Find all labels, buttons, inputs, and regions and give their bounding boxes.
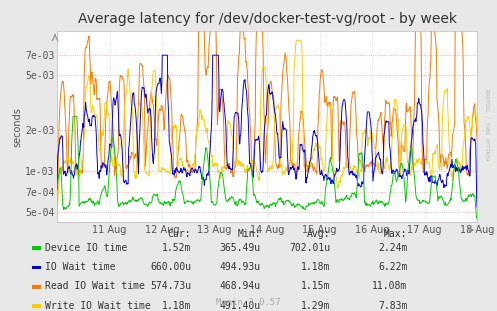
Text: 7.83m: 7.83m	[378, 301, 408, 311]
Text: Avg:: Avg:	[307, 229, 331, 239]
Text: Read IO Wait time: Read IO Wait time	[45, 281, 145, 291]
Text: 494.93u: 494.93u	[220, 262, 261, 272]
Text: 1.52m: 1.52m	[162, 243, 191, 253]
Text: 660.00u: 660.00u	[150, 262, 191, 272]
Text: Device IO time: Device IO time	[45, 243, 127, 253]
Text: 468.94u: 468.94u	[220, 281, 261, 291]
Text: 11.08m: 11.08m	[372, 281, 408, 291]
Text: Write IO Wait time: Write IO Wait time	[45, 301, 151, 311]
Text: 6.22m: 6.22m	[378, 262, 408, 272]
Title: Average latency for /dev/docker-test-vg/root - by week: Average latency for /dev/docker-test-vg/…	[78, 12, 457, 26]
Text: 491.40u: 491.40u	[220, 301, 261, 311]
Text: 2.24m: 2.24m	[378, 243, 408, 253]
Text: RRDTOOL / TOBI OETIKER: RRDTOOL / TOBI OETIKER	[485, 89, 490, 160]
Text: 1.29m: 1.29m	[301, 301, 331, 311]
Text: 702.01u: 702.01u	[289, 243, 331, 253]
Text: 1.15m: 1.15m	[301, 281, 331, 291]
Text: 1.18m: 1.18m	[162, 301, 191, 311]
Text: Min:: Min:	[238, 229, 261, 239]
Text: Munin 2.0.57: Munin 2.0.57	[216, 298, 281, 307]
Y-axis label: seconds: seconds	[12, 107, 22, 147]
Text: 1.18m: 1.18m	[301, 262, 331, 272]
Text: 365.49u: 365.49u	[220, 243, 261, 253]
Text: Max:: Max:	[384, 229, 408, 239]
Text: Cur:: Cur:	[168, 229, 191, 239]
Text: IO Wait time: IO Wait time	[45, 262, 116, 272]
Text: 574.73u: 574.73u	[150, 281, 191, 291]
